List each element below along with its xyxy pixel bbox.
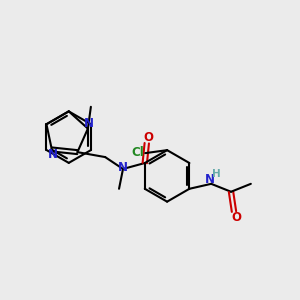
Text: O: O <box>144 131 154 144</box>
Text: H: H <box>212 169 220 179</box>
Text: Cl: Cl <box>131 146 144 159</box>
Text: N: N <box>84 117 94 130</box>
Text: N: N <box>205 173 215 186</box>
Text: O: O <box>231 211 241 224</box>
Text: N: N <box>48 148 58 161</box>
Text: N: N <box>118 161 128 175</box>
